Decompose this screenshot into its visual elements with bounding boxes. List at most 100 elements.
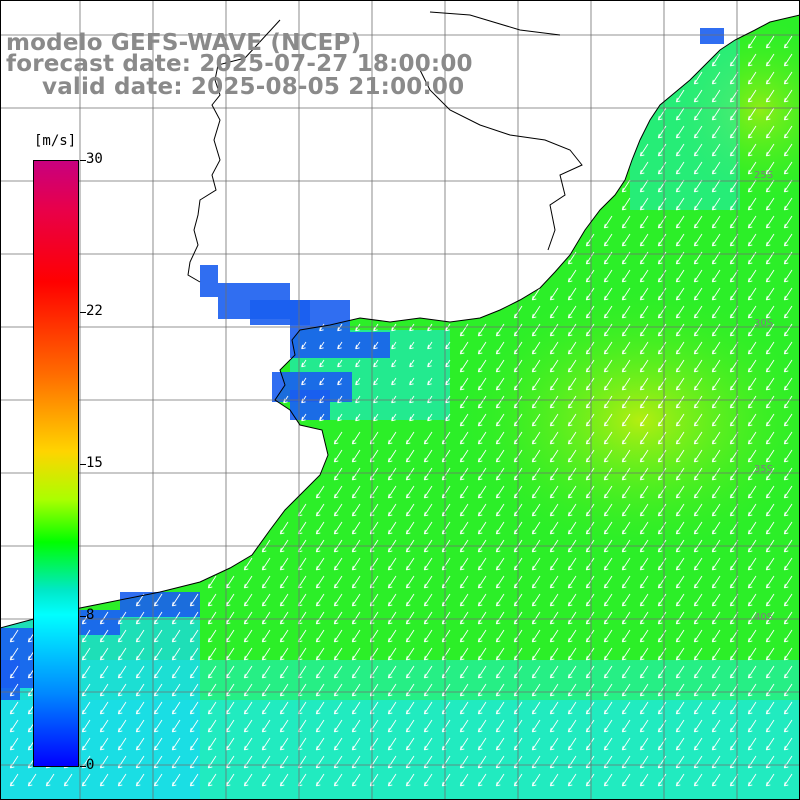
wind-arrow: [585, 629, 595, 643]
wind-arrow: [711, 449, 721, 463]
wind-arrow: [171, 719, 181, 733]
wind-arrow: [333, 503, 343, 517]
wind-arrow: [621, 521, 631, 535]
wind-arrow: [459, 467, 469, 481]
wind-arrow: [153, 701, 163, 715]
wind-arrow: [315, 683, 325, 697]
wind-arrow: [693, 755, 703, 769]
wind-arrow: [171, 701, 181, 715]
wind-arrow: [477, 719, 487, 733]
wind-arrow: [693, 197, 703, 211]
wind-arrow: [783, 557, 793, 571]
wind-arrow: [531, 719, 541, 733]
wind-arrow: [441, 719, 451, 733]
wind-arrow: [549, 665, 559, 679]
wind-arrow: [621, 395, 631, 409]
wind-arrow: [445, 413, 451, 422]
wind-arrow: [333, 521, 343, 535]
wind-arrow: [261, 755, 271, 769]
wind-arrow: [261, 773, 271, 787]
colorbar-label: 8: [86, 607, 95, 623]
wind-arrow: [747, 737, 757, 751]
wind-arrow: [711, 89, 721, 103]
wind-arrow: [531, 449, 541, 463]
wind-arrow: [747, 107, 757, 121]
wind-arrow: [459, 611, 469, 625]
wind-arrow: [351, 503, 361, 517]
wind-arrow: [153, 719, 163, 733]
wind-arrow: [675, 719, 685, 733]
wind-arrow: [279, 593, 289, 607]
wind-arrow: [567, 287, 577, 301]
wind-arrow: [117, 611, 127, 625]
wind-arrow: [9, 755, 19, 769]
wind-arrow: [765, 341, 775, 355]
wind-arrow: [639, 683, 649, 697]
wind-arrow: [657, 593, 667, 607]
wind-arrow: [585, 575, 595, 589]
wind-arrow: [315, 485, 325, 499]
wind-arrow: [531, 359, 541, 373]
wind-arrow: [495, 665, 505, 679]
wind-arrow: [783, 773, 793, 787]
wind-arrow: [261, 593, 271, 607]
wind-arrow: [711, 593, 721, 607]
wind-arrow: [639, 287, 649, 301]
wind-arrow: [315, 665, 325, 679]
wind-arrow: [427, 377, 433, 386]
wind-arrow: [657, 485, 667, 499]
wind-arrow: [135, 701, 145, 715]
wind-arrow: [225, 773, 235, 787]
wind-arrow: [693, 341, 703, 355]
wind-arrow: [711, 629, 721, 643]
wind-arrow: [409, 359, 415, 368]
wind-arrow: [567, 575, 577, 589]
wind-arrow: [675, 269, 685, 283]
wind-arrow: [459, 683, 469, 697]
wind-arrow: [351, 629, 361, 643]
wind-arrow: [243, 755, 253, 769]
wind-arrow: [585, 683, 595, 697]
wind-arrow: [657, 161, 667, 175]
wind-arrow: [639, 701, 649, 715]
wind-arrow: [621, 305, 631, 319]
wind-arrow: [621, 665, 631, 679]
wind-arrow: [315, 773, 325, 787]
wind-arrow: [261, 611, 271, 625]
wind-arrow: [639, 575, 649, 589]
wind-arrow: [243, 647, 253, 661]
wind-arrow: [135, 647, 145, 661]
wind-arrow: [765, 503, 775, 517]
wind-arrow: [765, 629, 775, 643]
wind-arrow: [783, 413, 793, 427]
wind-arrow: [495, 737, 505, 751]
wind-arrow: [441, 485, 451, 499]
wind-arrow: [621, 719, 631, 733]
wind-arrow: [153, 737, 163, 751]
wind-arrow: [531, 431, 541, 445]
wind-arrow: [603, 575, 613, 589]
wind-arrow: [711, 737, 721, 751]
wind-arrow: [567, 719, 577, 733]
wind-arrow: [747, 179, 757, 193]
wind-arrow: [459, 503, 469, 517]
wind-arrow: [171, 683, 181, 697]
wind-arrow: [675, 359, 685, 373]
wind-arrow: [621, 755, 631, 769]
wind-arrow: [373, 413, 379, 422]
wind-arrow: [549, 521, 559, 535]
wind-arrow: [783, 233, 793, 247]
wind-arrow: [279, 629, 289, 643]
wind-arrow: [81, 629, 91, 643]
wind-arrow: [459, 557, 469, 571]
colorbar-tick: [80, 160, 86, 161]
wind-arrow: [675, 323, 685, 337]
wind-arrow: [261, 557, 271, 571]
wind-arrow: [765, 35, 775, 49]
wind-arrow: [153, 647, 163, 661]
wind-arrow: [675, 755, 685, 769]
wind-arrow: [711, 107, 721, 121]
wind-arrow: [477, 377, 487, 391]
wind-arrow: [495, 755, 505, 769]
